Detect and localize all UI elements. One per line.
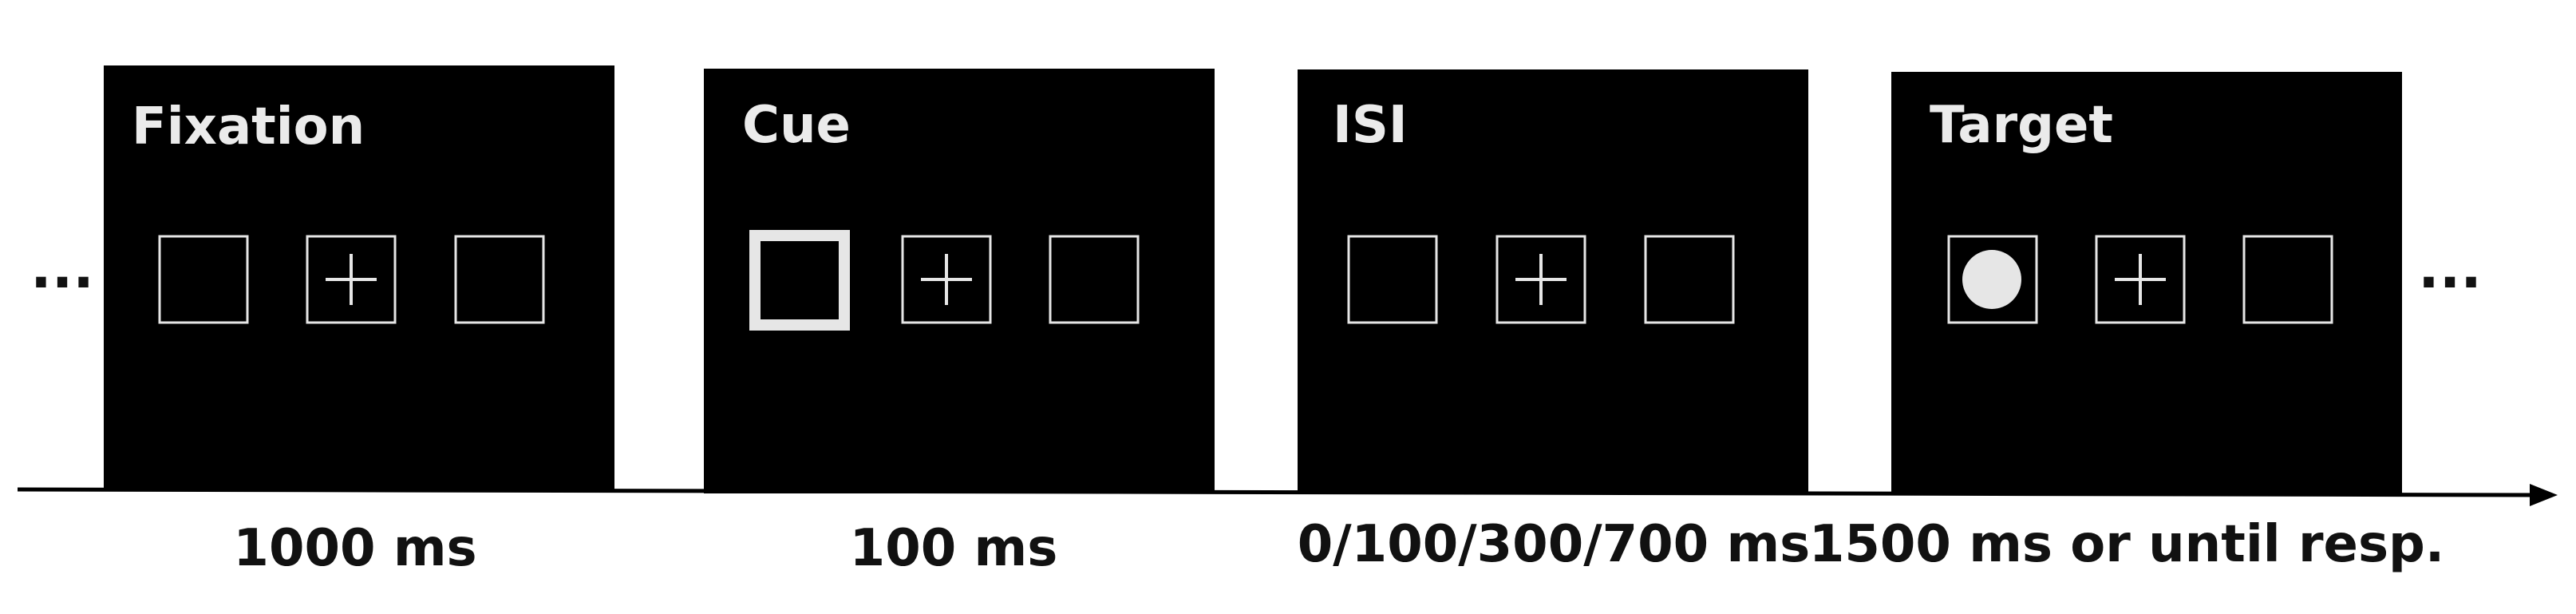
ellipsis-left: ... [30,236,94,301]
center-box [2095,235,2186,324]
fixation-cross-icon [921,254,972,305]
screen-background [1298,69,1808,494]
timeline-arrowhead [2530,484,2558,506]
right-placeholder-box [1049,235,1140,324]
center-box [1495,235,1586,324]
left-placeholder-box [1347,235,1438,324]
target-dot-icon [1962,250,2021,309]
right-placeholder-box [2242,235,2333,324]
cued-left-box [749,230,850,331]
ellipsis-right: ... [2418,236,2482,301]
screen-title: ISI [1333,96,1408,155]
screen-title: Cue [742,96,851,155]
duration-label: 1000 ms [233,519,476,578]
screen-title: Fixation [132,97,365,156]
duration-label: 1500 ms or until resp. [1809,515,2444,574]
right-placeholder-box [1644,235,1735,324]
target-left-box [1947,235,2038,324]
cue-screen: Cue 100 ms [704,69,1215,578]
target-screen: Target 1500 ms or until resp. [1809,72,2444,574]
isi-screen: ISI 0/100/300/700 ms [1298,69,1811,574]
right-placeholder-box [454,235,545,324]
center-box [306,235,397,324]
duration-label: 0/100/300/700 ms [1298,515,1811,574]
center-box [901,235,992,324]
duration-label: 100 ms [850,519,1058,578]
left-placeholder-box [158,235,249,324]
fixation-cross-icon [2115,254,2166,305]
fixation-cross-icon [326,254,377,305]
screen-title: Target [1930,96,2113,155]
fixation-cross-icon [1515,254,1567,305]
fixation-screen: Fixation 1000 ms [104,65,614,578]
